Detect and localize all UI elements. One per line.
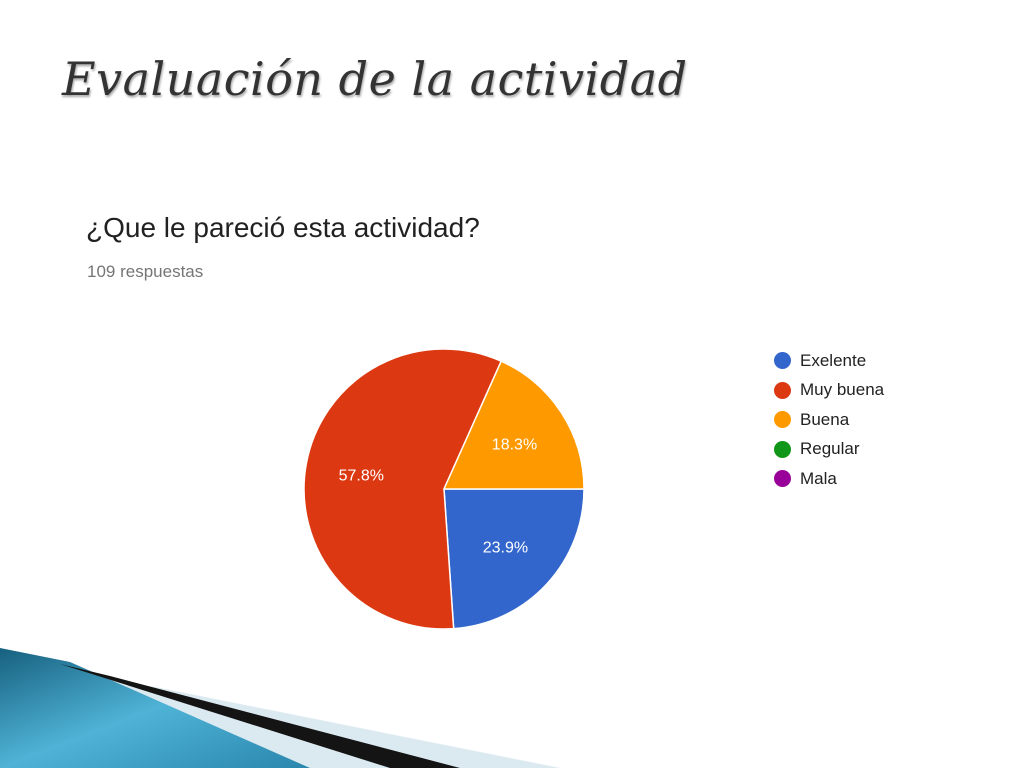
chart-title: ¿Que le pareció esta actividad? bbox=[86, 212, 480, 243]
legend-item-muy-buena: Muy buena bbox=[774, 376, 884, 406]
pie-label-muy-buena: 57.8% bbox=[339, 467, 384, 484]
decor-blue-band bbox=[0, 648, 310, 768]
pie-slice-buena bbox=[442, 360, 585, 490]
legend-swatch-icon bbox=[774, 411, 791, 429]
pie-label-buena: 18.3% bbox=[492, 436, 537, 453]
legend-label: Regular bbox=[800, 439, 860, 459]
legend-swatch-icon bbox=[774, 440, 791, 458]
chart-legend: Exelente Muy buena Buena Regular Mala bbox=[774, 346, 884, 494]
legend-label: Buena bbox=[800, 409, 850, 429]
legend-swatch-icon bbox=[774, 381, 791, 399]
decor-black-band bbox=[60, 664, 460, 768]
legend-swatch-icon bbox=[774, 352, 791, 370]
legend-label: Muy buena bbox=[800, 380, 885, 400]
pie-label-exelente: 23.9% bbox=[483, 539, 528, 556]
pie-slice-exelente bbox=[443, 488, 585, 630]
pie-slice-muy-buena bbox=[303, 348, 503, 630]
slide-title: Evaluación de la actividad bbox=[62, 52, 688, 106]
pie-chart: 23.9% 57.8% 18.3% bbox=[303, 348, 585, 630]
corner-decoration bbox=[0, 648, 560, 768]
legend-item-mala: Mala bbox=[774, 464, 884, 494]
legend-label: Exelente bbox=[800, 350, 867, 370]
legend-item-regular: Regular bbox=[774, 435, 884, 465]
legend-label: Mala bbox=[800, 468, 837, 488]
legend-item-buena: Buena bbox=[774, 405, 884, 435]
chart-subtitle: 109 respuestas bbox=[87, 262, 204, 281]
legend-item-exelente: Exelente bbox=[774, 346, 884, 376]
legend-swatch-icon bbox=[774, 470, 791, 488]
